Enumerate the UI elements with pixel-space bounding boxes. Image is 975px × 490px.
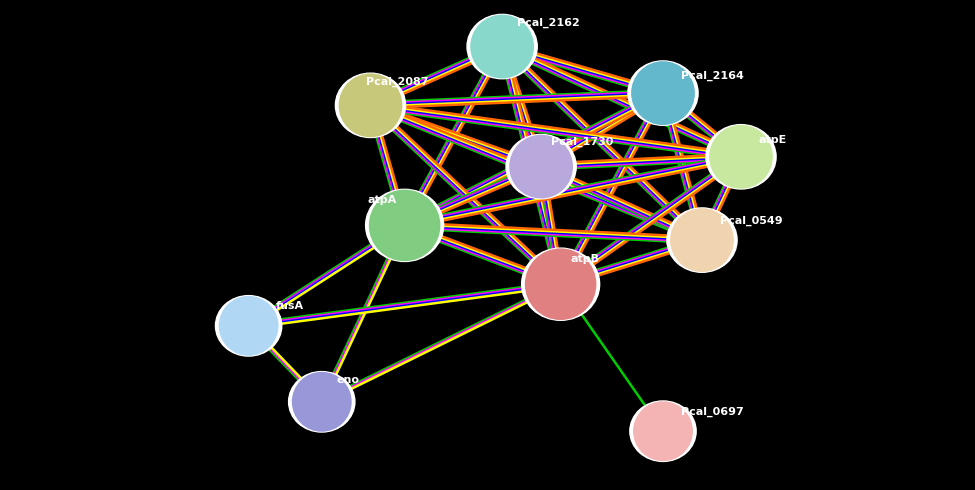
Ellipse shape xyxy=(289,371,355,432)
Ellipse shape xyxy=(526,249,596,319)
Ellipse shape xyxy=(632,62,694,124)
Ellipse shape xyxy=(339,74,402,137)
Ellipse shape xyxy=(671,209,733,271)
Ellipse shape xyxy=(366,189,444,262)
Text: Pcal_2164: Pcal_2164 xyxy=(681,71,743,81)
Text: Pcal_0549: Pcal_0549 xyxy=(720,216,782,226)
Text: atpA: atpA xyxy=(368,195,397,205)
Ellipse shape xyxy=(628,61,698,125)
Ellipse shape xyxy=(370,190,440,261)
Text: Pcal_0697: Pcal_0697 xyxy=(681,406,743,416)
Text: atpB: atpB xyxy=(570,254,600,264)
Ellipse shape xyxy=(335,73,406,138)
Ellipse shape xyxy=(710,125,772,188)
Ellipse shape xyxy=(630,401,696,462)
Text: Pcal_2162: Pcal_2162 xyxy=(517,18,579,28)
Ellipse shape xyxy=(634,402,692,461)
Ellipse shape xyxy=(506,134,576,199)
Text: Pcal_2087: Pcal_2087 xyxy=(366,76,428,87)
Ellipse shape xyxy=(667,208,737,272)
Text: Pcal_1730: Pcal_1730 xyxy=(551,137,613,147)
Text: eno: eno xyxy=(336,375,360,385)
Ellipse shape xyxy=(522,248,600,320)
Ellipse shape xyxy=(215,295,282,356)
Ellipse shape xyxy=(471,15,533,78)
Ellipse shape xyxy=(292,372,351,431)
Text: atpE: atpE xyxy=(759,135,787,145)
Ellipse shape xyxy=(467,14,537,79)
Ellipse shape xyxy=(219,296,278,355)
Ellipse shape xyxy=(706,124,776,189)
Ellipse shape xyxy=(510,135,572,198)
Text: fusA: fusA xyxy=(276,301,304,311)
